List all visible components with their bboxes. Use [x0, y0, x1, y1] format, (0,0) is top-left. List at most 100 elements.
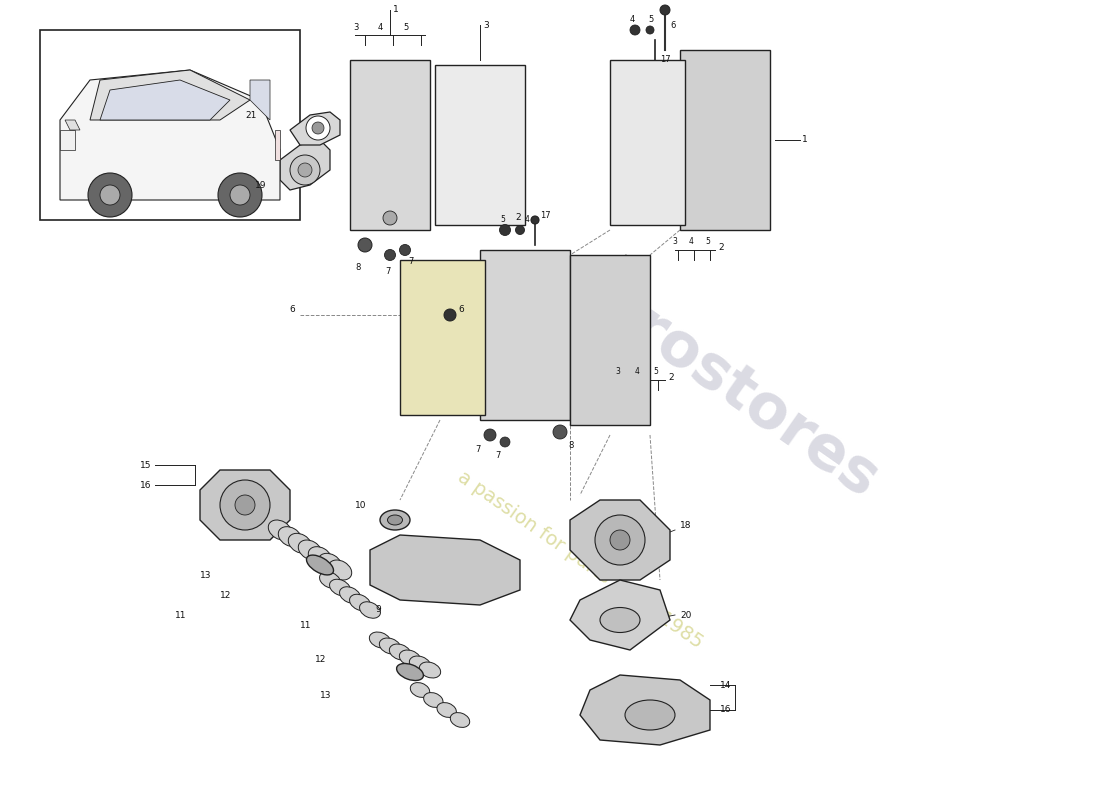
Text: 18: 18	[680, 521, 692, 530]
Ellipse shape	[340, 586, 361, 603]
Circle shape	[399, 245, 410, 255]
Text: 3: 3	[353, 23, 359, 33]
Circle shape	[630, 25, 640, 35]
Text: 4: 4	[378, 23, 383, 33]
Polygon shape	[275, 130, 280, 160]
Text: 7: 7	[408, 258, 414, 266]
Ellipse shape	[419, 662, 441, 678]
FancyBboxPatch shape	[40, 30, 300, 220]
Circle shape	[385, 250, 396, 261]
Text: 17: 17	[660, 55, 671, 65]
Ellipse shape	[370, 632, 390, 648]
Ellipse shape	[350, 594, 371, 610]
Polygon shape	[250, 80, 270, 120]
FancyBboxPatch shape	[350, 60, 430, 230]
Text: 4: 4	[525, 215, 530, 225]
Text: eurostores: eurostores	[550, 249, 890, 511]
Text: 6: 6	[289, 306, 295, 314]
Polygon shape	[90, 70, 250, 120]
Ellipse shape	[278, 526, 301, 546]
Polygon shape	[100, 80, 230, 120]
Circle shape	[235, 495, 255, 515]
Text: 6: 6	[670, 21, 675, 30]
Circle shape	[553, 425, 566, 439]
Circle shape	[88, 173, 132, 217]
Text: 14: 14	[720, 681, 732, 690]
Ellipse shape	[387, 515, 403, 525]
Circle shape	[516, 226, 525, 234]
Ellipse shape	[399, 650, 420, 666]
Text: 2: 2	[515, 214, 520, 222]
Circle shape	[610, 530, 630, 550]
Ellipse shape	[424, 693, 443, 707]
Text: 4: 4	[630, 15, 636, 25]
Ellipse shape	[307, 555, 333, 575]
Polygon shape	[370, 535, 520, 605]
Text: 1: 1	[802, 135, 807, 145]
Text: 5: 5	[648, 15, 653, 25]
Polygon shape	[60, 70, 280, 200]
Ellipse shape	[288, 534, 311, 554]
Text: 16: 16	[720, 706, 732, 714]
Circle shape	[484, 429, 496, 441]
Text: 2: 2	[668, 373, 673, 382]
FancyBboxPatch shape	[434, 65, 525, 225]
FancyBboxPatch shape	[570, 255, 650, 425]
Polygon shape	[580, 675, 710, 745]
Polygon shape	[570, 580, 670, 650]
Text: 3: 3	[615, 367, 620, 377]
Circle shape	[218, 173, 262, 217]
Circle shape	[312, 122, 324, 134]
Ellipse shape	[298, 540, 321, 560]
Circle shape	[290, 155, 320, 185]
Text: 21: 21	[245, 110, 256, 119]
Circle shape	[595, 515, 645, 565]
Ellipse shape	[268, 520, 292, 540]
Text: 3: 3	[672, 238, 676, 246]
Text: 7: 7	[385, 267, 390, 277]
Text: 13: 13	[200, 570, 211, 579]
Circle shape	[500, 437, 510, 447]
FancyBboxPatch shape	[680, 50, 770, 230]
Polygon shape	[65, 120, 80, 130]
Ellipse shape	[328, 560, 352, 580]
Circle shape	[383, 211, 397, 225]
Circle shape	[100, 185, 120, 205]
Ellipse shape	[330, 579, 351, 596]
Ellipse shape	[410, 682, 430, 698]
Text: 6: 6	[458, 306, 464, 314]
Ellipse shape	[360, 602, 381, 618]
Polygon shape	[60, 130, 75, 150]
Text: 5: 5	[705, 238, 710, 246]
Text: 2: 2	[718, 242, 724, 251]
Circle shape	[646, 26, 654, 34]
FancyBboxPatch shape	[400, 260, 485, 415]
Text: 11: 11	[175, 610, 187, 619]
Ellipse shape	[389, 644, 410, 660]
Text: 13: 13	[320, 690, 331, 699]
Ellipse shape	[318, 554, 342, 574]
Text: 19: 19	[255, 181, 266, 190]
Polygon shape	[280, 140, 330, 190]
Text: 12: 12	[220, 590, 231, 599]
Circle shape	[298, 163, 312, 177]
FancyBboxPatch shape	[480, 250, 570, 420]
Text: 20: 20	[680, 610, 692, 619]
Text: a passion for parts since 1985: a passion for parts since 1985	[454, 468, 706, 652]
Circle shape	[230, 185, 250, 205]
Polygon shape	[290, 112, 340, 145]
Text: 9: 9	[375, 606, 381, 614]
Circle shape	[660, 5, 670, 15]
Ellipse shape	[397, 663, 424, 681]
Text: 3: 3	[483, 21, 488, 30]
Ellipse shape	[450, 713, 470, 727]
FancyBboxPatch shape	[610, 60, 685, 225]
Ellipse shape	[600, 607, 640, 633]
Text: 11: 11	[300, 621, 311, 630]
Ellipse shape	[625, 700, 675, 730]
Circle shape	[220, 480, 270, 530]
Text: 10: 10	[355, 501, 366, 510]
Polygon shape	[200, 470, 290, 540]
Text: 12: 12	[315, 655, 327, 665]
Text: 7: 7	[475, 446, 481, 454]
